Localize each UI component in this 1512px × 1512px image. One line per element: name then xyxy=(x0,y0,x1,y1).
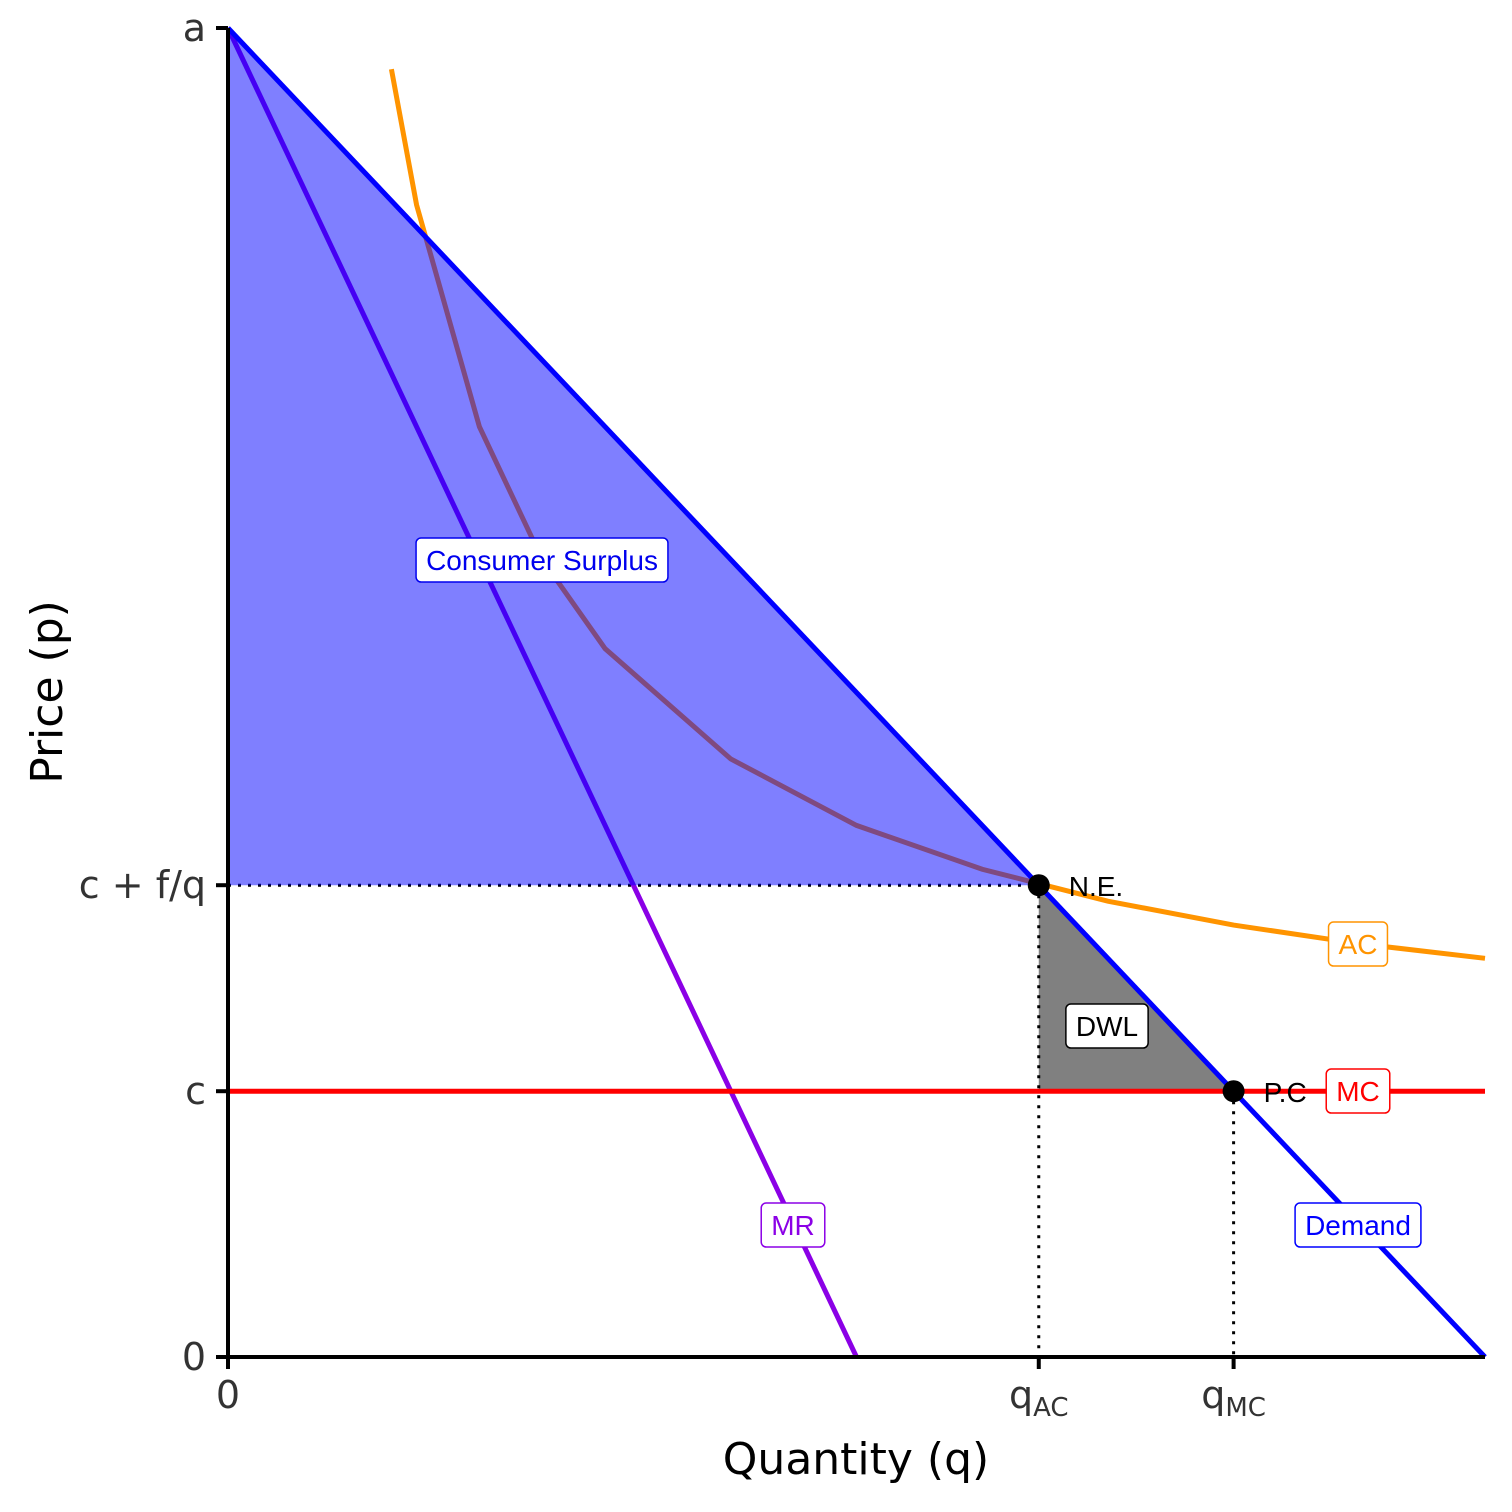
label-box xyxy=(760,1202,826,1248)
label: Demand xyxy=(1294,1202,1422,1248)
label-text: Consumer Surplus xyxy=(426,545,658,576)
label: MC xyxy=(1325,1068,1391,1114)
x-tick-label: qMC xyxy=(1201,1373,1266,1423)
label-text: AC xyxy=(1339,929,1378,960)
point-label: N.E. xyxy=(1069,871,1123,902)
series-line xyxy=(226,26,1487,1359)
label-box xyxy=(1294,1202,1422,1248)
point xyxy=(1222,1080,1245,1103)
label-text: MC xyxy=(1336,1076,1380,1107)
point xyxy=(1027,874,1050,897)
y-tick-label: a xyxy=(183,6,206,50)
label: DWL xyxy=(1065,1003,1149,1049)
label-box xyxy=(1327,921,1389,967)
x-tick-label: 0 xyxy=(216,1373,240,1417)
x-axis-title: Quantity (q) xyxy=(723,1434,989,1485)
point-label: P.C xyxy=(1264,1077,1307,1108)
y-tick-label: c + f/q xyxy=(79,863,206,907)
y-tick-label: c xyxy=(185,1069,206,1113)
label-text: DWL xyxy=(1076,1011,1138,1042)
label: AC xyxy=(1327,921,1389,967)
label: Consumer Surplus xyxy=(415,537,669,583)
label-box xyxy=(1325,1068,1391,1114)
y-axis-title: Price (p) xyxy=(22,600,73,784)
label-text: Demand xyxy=(1305,1210,1411,1241)
y-tick-label: 0 xyxy=(182,1335,206,1379)
label-box xyxy=(1065,1003,1149,1049)
label: MR xyxy=(760,1202,826,1248)
label-text: MR xyxy=(771,1210,815,1241)
x-tick-label: qAC xyxy=(1009,1373,1069,1423)
label-box xyxy=(415,537,669,583)
